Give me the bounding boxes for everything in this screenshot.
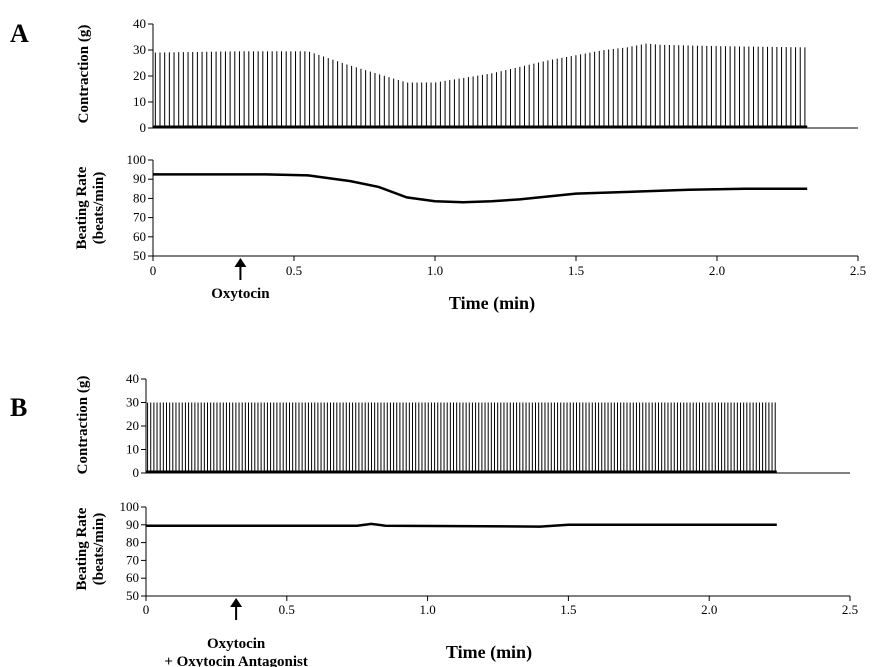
contraction-ytick-label: 0	[133, 465, 140, 480]
contraction-ytick-label: 20	[126, 418, 139, 433]
panel-label-b: B	[10, 393, 27, 422]
rate-ytick-label: 50	[126, 588, 139, 603]
rate-line-a	[153, 173, 808, 204]
contraction-yticks-b: 0 10 20 30 40	[126, 371, 146, 480]
x-tick-label: 0.5	[286, 263, 302, 278]
rate-yticks-b: 50 60 70 80 90 100	[120, 499, 146, 603]
panel-label-a: A	[10, 19, 29, 48]
rate-ytick-label: 70	[133, 210, 146, 225]
x-axis-label-a: Time (min)	[449, 293, 535, 314]
rate-ytick-label: 70	[126, 552, 139, 567]
x-tick-label: 2.0	[701, 602, 717, 617]
rate-ytick-label: 60	[126, 570, 139, 585]
contraction-ytick-label: 10	[126, 442, 139, 457]
x-tick-label: 1.5	[560, 602, 576, 617]
rate-ytick-label: 80	[126, 535, 139, 550]
rate-yticks-a: 50 60 70 80 90 100	[127, 152, 153, 263]
x-tick-label: 1.0	[419, 602, 435, 617]
rate-ytick-label: 60	[133, 229, 146, 244]
contraction-ytick-label: 40	[133, 16, 146, 31]
panel-a: A Contraction (g) 0 10 20 30 40 Beating Rate…	[10, 16, 866, 314]
rate-ytick-label: 100	[127, 152, 147, 167]
contraction-trace-b	[146, 402, 777, 474]
annotation-text: Oxytocin	[207, 636, 266, 652]
rate-ylabel-line2-b: (beats/min)	[91, 513, 107, 586]
contraction-ytick-label: 30	[126, 395, 139, 410]
x-axis-label-b: Time (min)	[446, 642, 532, 663]
rate-ylabel-line1-b: Beating Rate	[74, 507, 90, 590]
contraction-ytick-label: 30	[133, 42, 146, 57]
up-arrow-icon	[234, 258, 247, 267]
contraction-ylabel-b: Contraction (g)	[75, 376, 91, 475]
x-tick-label: 0	[143, 602, 150, 617]
x-tick-label: 2.0	[709, 263, 725, 278]
contraction-axes-a: Contraction (g) 0 10 20 30 40	[76, 16, 858, 135]
contraction-ytick-label: 40	[126, 371, 139, 386]
x-ticks-b: 0 0.5 1.0 1.5 2.0 2.5	[143, 596, 858, 617]
x-tick-label: 1.0	[427, 263, 443, 278]
contraction-ytick-label: 0	[140, 120, 147, 135]
x-tick-label: 0.5	[279, 602, 295, 617]
rate-ytick-label: 90	[133, 171, 146, 186]
rate-line-b	[146, 522, 777, 528]
annotation-text: + Oxytocin Antagonist	[164, 654, 308, 667]
annotation-b: Oxytocin + Oxytocin Antagonist	[164, 598, 308, 667]
contraction-ytick-label: 10	[133, 94, 146, 109]
contraction-trace-a	[153, 43, 808, 129]
rate-axes-b: Beating Rate (beats/min) 50 60 70 80 90 100	[74, 499, 850, 603]
contraction-ylabel-a: Contraction (g)	[76, 25, 92, 124]
contraction-yticks-a: 0 10 20 30 40	[133, 16, 153, 135]
rate-ytick-label: 90	[126, 517, 139, 532]
rate-axes-a: Beating Rate (beats/min) 50 60 70 80 90 100	[74, 152, 858, 263]
x-tick-label: 2.5	[850, 263, 866, 278]
panel-b: B Contraction (g) 0 10 20 30 40 Beating Rate…	[10, 371, 858, 667]
contraction-ytick-label: 20	[133, 68, 146, 83]
x-tick-label: 1.5	[568, 263, 584, 278]
rate-ylabel-line1-a: Beating Rate	[74, 166, 90, 249]
annotation-text: Oxytocin	[211, 286, 270, 302]
contraction-axes-b: Contraction (g) 0 10 20 30 40	[75, 371, 850, 480]
rate-ytick-label: 80	[133, 190, 146, 205]
annotation-a: Oxytocin	[211, 258, 270, 302]
x-tick-label: 0	[150, 263, 157, 278]
up-arrow-icon	[230, 598, 243, 607]
rate-ylabel-line2-a: (beats/min)	[91, 172, 107, 245]
x-tick-label: 2.5	[842, 602, 858, 617]
rate-ytick-label: 50	[133, 248, 146, 263]
rate-ytick-label: 100	[120, 499, 140, 514]
x-ticks-a: 0 0.5 1.0 1.5 2.0 2.5	[150, 256, 866, 278]
